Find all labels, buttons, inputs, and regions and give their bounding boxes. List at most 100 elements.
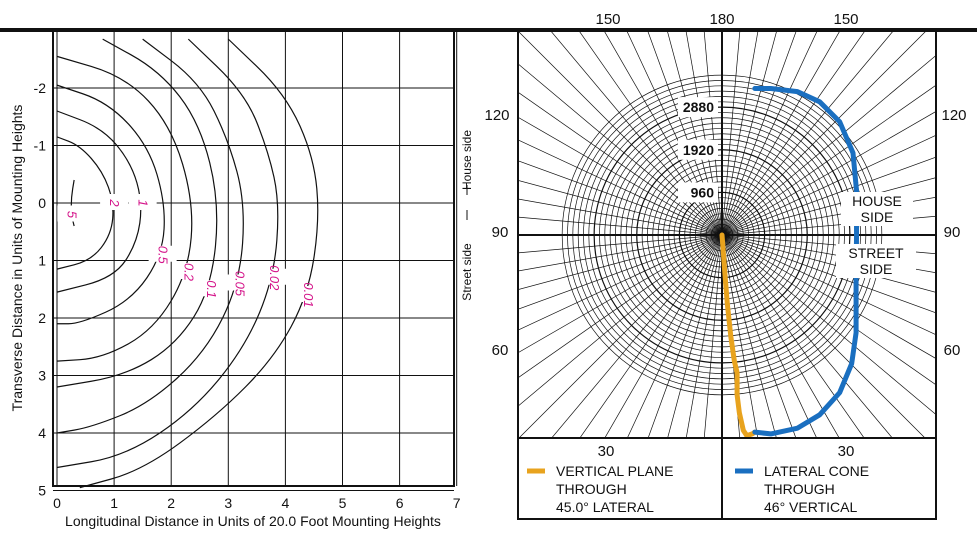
polar-spoke [703, 30, 723, 236]
iso-label-bg [197, 280, 226, 297]
iso-contour-label: 0.02 [267, 265, 282, 291]
angle-label-150-left: 150 [595, 11, 620, 28]
iso-contour-0.01 [79, 38, 319, 489]
iso-contour-label: 0.5 [156, 246, 171, 265]
polar-spoke [579, 234, 723, 438]
street-side-zone-line1: STREET [848, 245, 904, 261]
polar-spoke [703, 234, 723, 438]
polar-spoke [518, 198, 723, 236]
iso-contour-label: 5 [64, 211, 79, 219]
radial-tick-bg [678, 139, 718, 160]
legend-lateral-line2: THROUGH [764, 481, 835, 497]
iso-curves [56, 38, 319, 489]
iso-x-ticks: 0 1 2 3 4 5 6 7 [53, 495, 461, 511]
iso-grid [53, 30, 458, 491]
angle-label-30-right: 30 [838, 443, 855, 460]
radial-tick-label: 1920 [683, 142, 714, 158]
angle-label-90-left: 90 [492, 224, 509, 241]
legend-lateral-line3: 46° VERTICAL [764, 499, 857, 515]
iso-y-tick-label: -1 [34, 138, 47, 154]
polar-spoke [518, 234, 723, 310]
iso-y-tick-label: 0 [38, 195, 46, 211]
polar-spoke [721, 30, 741, 236]
iso-y-tick-label: -2 [34, 80, 47, 96]
legend-vertical-line2: THROUGH [556, 481, 627, 497]
iso-x-tick-label: 6 [396, 495, 404, 511]
polar-spoke [685, 234, 723, 438]
polar-radial-ticks: 960 1920 2880 [678, 97, 718, 203]
polar-spoke [721, 30, 928, 236]
iso-contour-0.05 [56, 38, 244, 434]
house-side-zone-line2: SIDE [861, 209, 894, 225]
polar-spoke [721, 234, 777, 438]
polar-frame [517, 29, 937, 520]
polar-spoke [604, 234, 723, 438]
iso-contour-label: 0.01 [301, 282, 316, 307]
polar-spoke [721, 30, 759, 236]
polar-spoke [721, 30, 797, 236]
polar-spoke [721, 234, 840, 438]
candlepower-polar-chart: 960 1920 2880 150 180 150 120 120 90 90 60… [484, 11, 967, 520]
polar-spoke [647, 234, 723, 438]
polar-series-vertical-plane [719, 232, 758, 438]
iso-contour-label: 0.05 [233, 271, 248, 297]
iso-y-ticks: -2 -1 0 1 2 3 4 5 [34, 80, 47, 499]
polar-spoke [721, 234, 936, 386]
iso-contour-2 [56, 136, 114, 270]
polar-spoke [721, 156, 936, 236]
iso-label-bg [225, 274, 254, 291]
polar-spoke [518, 160, 723, 236]
polar-spoke [721, 234, 936, 336]
polar-spoke [518, 234, 723, 254]
polar-grid [518, 30, 936, 438]
iso-contour-0.2 [56, 55, 193, 362]
polar-spoke [721, 30, 866, 236]
iso-contour-label: 0.1 [204, 280, 219, 298]
iso-contour-0.5 [56, 84, 165, 325]
isofootcandle-chart: 5 2 1 0.5 0.2 0.1 0.05 0.02 0.01 0 1 2 3 4 5 6 7 -2 -1 0 1… [9, 29, 474, 529]
radial-tick-bg [678, 97, 718, 118]
iso-y-tick-label: 1 [38, 253, 46, 269]
top-rule [0, 28, 977, 32]
iso-labels: 5 2 1 0.5 0.2 0.1 0.05 0.02 0.01 [57, 194, 323, 308]
iso-x-axis-label: Longitudinal Distance in Units of 20.0 F… [65, 513, 441, 529]
iso-label-bg [294, 286, 323, 302]
polar-spoke [626, 234, 723, 438]
polar-spoke [721, 134, 936, 236]
polar-spoke [721, 234, 818, 438]
polar-spoke [667, 234, 723, 438]
polar-spoke [551, 234, 723, 438]
iso-x-tick-label: 2 [167, 495, 175, 511]
iso-y-tick-label: 2 [38, 310, 46, 326]
polar-spoke [721, 234, 936, 416]
iso-label-bg [128, 194, 157, 210]
angle-label-150-right: 150 [833, 11, 858, 28]
street-side-bg [836, 244, 916, 278]
polar-spoke [721, 234, 759, 438]
polar-spoke [518, 234, 723, 407]
house-side-zone-line1: HOUSE [852, 193, 902, 209]
iso-x-tick-label: 5 [339, 495, 347, 511]
iso-label-bg [148, 245, 177, 262]
polar-spoke [518, 216, 723, 236]
polar-spoke [721, 30, 778, 236]
street-side-zone-line2: SIDE [860, 261, 893, 277]
iso-plot-frame [52, 29, 455, 487]
polar-spoke [518, 116, 723, 236]
legend-lateral-line1: LATERAL CONE [764, 463, 869, 479]
polar-spoke [518, 234, 723, 331]
iso-label-bg [100, 194, 129, 210]
angle-label-30-left: 30 [598, 443, 615, 460]
polar-spoke [518, 234, 723, 438]
angle-label-180: 180 [709, 11, 734, 28]
iso-x-tick-label: 7 [453, 495, 461, 511]
iso-x-tick-label: 4 [282, 495, 290, 511]
iso-contour-label: 2 [107, 198, 122, 207]
polar-spoke [721, 111, 936, 236]
iso-y-axis-label: Transverse Distance in Units of Mounting… [9, 105, 25, 412]
iso-label-bg [174, 263, 203, 279]
polar-spoke [721, 234, 893, 438]
iso-contour-label: 0.2 [181, 263, 196, 282]
radial-tick-label: 2880 [683, 99, 714, 115]
